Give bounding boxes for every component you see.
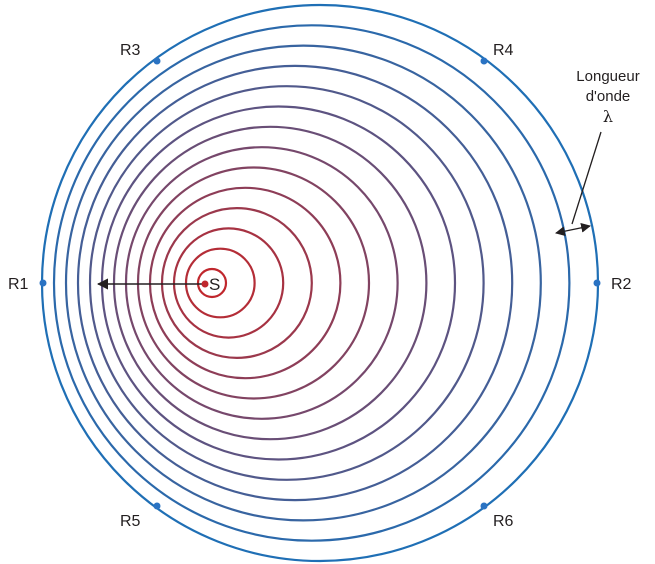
wavefront-circle bbox=[64, 44, 542, 522]
wavelength-label-line2: d'onde bbox=[586, 88, 631, 105]
wavefront-circle bbox=[124, 146, 399, 420]
wavefront-circle bbox=[76, 64, 514, 502]
wavefront-circle bbox=[136, 166, 371, 400]
wavefront-circle bbox=[184, 247, 256, 319]
receiver-label-r5: R5 bbox=[120, 513, 141, 530]
wavefront-circle bbox=[172, 227, 285, 339]
wavefront-circles bbox=[40, 3, 600, 563]
receiver-dot-r6 bbox=[480, 502, 488, 510]
receiver-dot-r5 bbox=[153, 502, 161, 510]
wavelength-symbol: λ bbox=[603, 107, 613, 126]
receiver-dot-r1 bbox=[39, 279, 47, 287]
wavefront-circle bbox=[112, 125, 428, 441]
wavelength-label-line1: Longueur bbox=[576, 68, 639, 85]
wavefront-circle bbox=[52, 24, 571, 542]
wavefront-circle bbox=[100, 105, 457, 461]
wavelength-span-arrow bbox=[555, 222, 591, 237]
wavefront-circle bbox=[160, 207, 313, 360]
receiver-label-r1: R1 bbox=[8, 276, 29, 293]
receiver-dot-r4 bbox=[480, 57, 488, 65]
receiver-dot-r2 bbox=[593, 279, 601, 287]
receiver-label-r6: R6 bbox=[493, 513, 514, 530]
wavelength-annotation: Longueur d'onde λ bbox=[555, 68, 640, 237]
wavefront-circle bbox=[196, 267, 228, 299]
wavelength-leader-line bbox=[571, 131, 602, 225]
source-dot bbox=[201, 280, 209, 288]
wavefront-circle bbox=[88, 85, 485, 481]
receiver-label-r3: R3 bbox=[120, 42, 141, 59]
wavefront-circle bbox=[148, 186, 342, 380]
receiver-dot-r3 bbox=[153, 57, 161, 65]
receiver-label-r2: R2 bbox=[611, 276, 632, 293]
receivers: R1 R2 R3 R4 R5 R6 bbox=[8, 42, 632, 530]
receiver-label-r4: R4 bbox=[493, 42, 514, 59]
source-label: S bbox=[209, 275, 220, 294]
